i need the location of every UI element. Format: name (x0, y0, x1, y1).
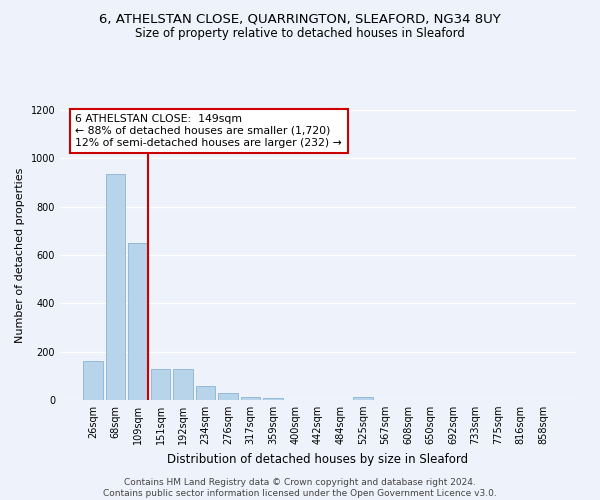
Bar (83, 362, 103, 400)
Bar (218, 393, 238, 400)
Y-axis label: Number of detached properties: Number of detached properties (15, 168, 25, 342)
Bar (263, 398, 283, 400)
Bar (173, 368, 193, 400)
Bar (196, 386, 215, 400)
Text: Contains HM Land Registry data © Crown copyright and database right 2024.
Contai: Contains HM Land Registry data © Crown c… (103, 478, 497, 498)
X-axis label: Distribution of detached houses by size in Sleaford: Distribution of detached houses by size … (167, 452, 469, 466)
Bar (241, 397, 260, 400)
Bar (128, 243, 148, 400)
Text: 6, ATHELSTAN CLOSE, QUARRINGTON, SLEAFORD, NG34 8UY: 6, ATHELSTAN CLOSE, QUARRINGTON, SLEAFOR… (99, 12, 501, 26)
Text: Size of property relative to detached houses in Sleaford: Size of property relative to detached ho… (135, 28, 465, 40)
Text: 6 ATHELSTAN CLOSE:  149sqm
← 88% of detached houses are smaller (1,720)
12% of s: 6 ATHELSTAN CLOSE: 149sqm ← 88% of detac… (76, 114, 342, 148)
Bar (151, 368, 170, 400)
Bar (353, 397, 373, 400)
Bar (106, 174, 125, 400)
